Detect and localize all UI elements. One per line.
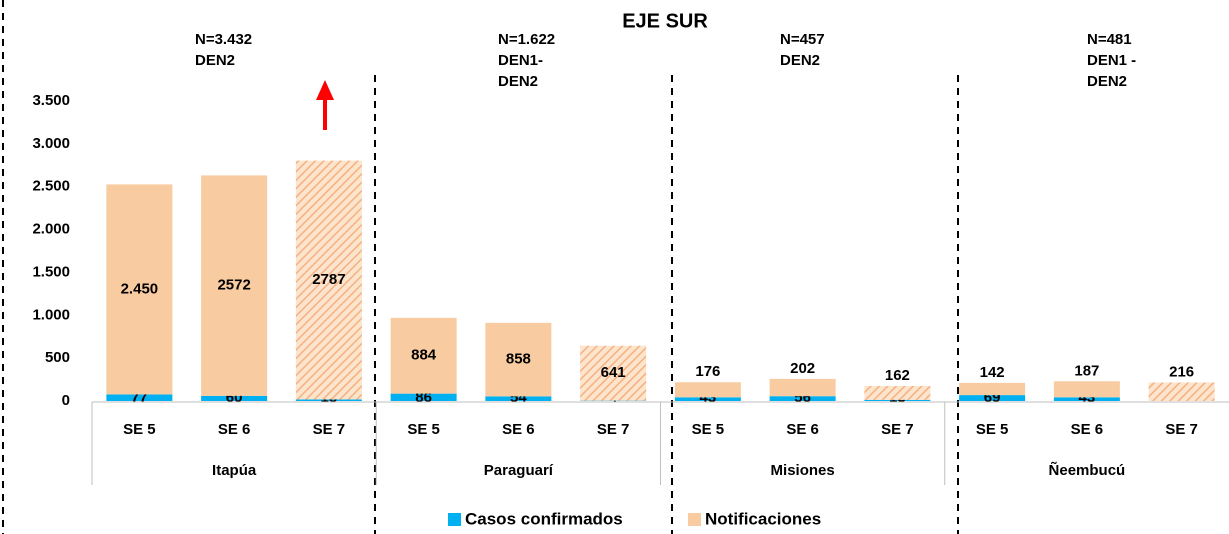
arrow bbox=[316, 80, 334, 130]
annotation: DEN2 bbox=[1087, 73, 1127, 90]
data-label: 187 bbox=[1074, 362, 1099, 379]
x-tick-label: SE 5 bbox=[123, 421, 156, 438]
y-tick-label: 2.000 bbox=[32, 221, 70, 238]
x-tick-label: SE 5 bbox=[692, 421, 725, 438]
bar-segment bbox=[1148, 382, 1215, 401]
bar-segment bbox=[485, 396, 552, 401]
x-tick-label: SE 7 bbox=[313, 421, 346, 438]
bar-segment bbox=[864, 399, 931, 401]
annotation: DEN1- bbox=[498, 52, 543, 69]
y-tick-label: 500 bbox=[45, 349, 70, 366]
legend-label: Casos confirmados bbox=[465, 509, 623, 528]
annotation: DEN1 - bbox=[1087, 52, 1136, 69]
bar-segment bbox=[674, 382, 741, 398]
x-tick-label: SE 6 bbox=[502, 421, 535, 438]
group-label: Paraguarí bbox=[484, 462, 554, 479]
data-label: 142 bbox=[980, 364, 1005, 381]
annotation: DEN2 bbox=[195, 52, 235, 69]
y-tick-label: 2.500 bbox=[32, 178, 70, 195]
annotation: N=481 bbox=[1087, 31, 1132, 48]
data-label: 162 bbox=[885, 367, 910, 384]
bar-segment bbox=[580, 345, 647, 401]
legend-swatch bbox=[448, 513, 461, 526]
data-label: 216 bbox=[1169, 363, 1194, 380]
bar-segment bbox=[674, 397, 741, 401]
bar-segment bbox=[390, 317, 457, 394]
data-label: 2572 bbox=[217, 277, 250, 294]
bar-segment bbox=[959, 395, 1026, 401]
annotation: DEN2 bbox=[498, 73, 538, 90]
data-label: 202 bbox=[790, 360, 815, 377]
bar-segment bbox=[864, 386, 931, 400]
x-tick-label: SE 5 bbox=[407, 421, 440, 438]
y-tick-label: 3.000 bbox=[32, 135, 70, 152]
bar-segment bbox=[959, 382, 1026, 396]
annotation: DEN2 bbox=[780, 52, 820, 69]
x-tick-label: SE 6 bbox=[218, 421, 251, 438]
group-label: Ñeembucú bbox=[1049, 461, 1126, 479]
data-label: 884 bbox=[411, 347, 437, 364]
data-label: 176 bbox=[695, 363, 720, 380]
group-label: Itapúa bbox=[212, 462, 257, 479]
legend-swatch bbox=[688, 513, 701, 526]
bar-segment bbox=[295, 160, 362, 400]
bar-segment bbox=[201, 175, 268, 396]
bar-segment bbox=[295, 399, 362, 401]
bar-segment bbox=[485, 322, 552, 397]
chart-title: EJE SUR bbox=[622, 10, 708, 32]
bar-segment bbox=[106, 184, 173, 395]
bar-segment bbox=[1053, 397, 1120, 401]
data-label: 858 bbox=[506, 351, 531, 368]
x-tick-label: SE 7 bbox=[1165, 421, 1198, 438]
bar-segment bbox=[769, 378, 836, 397]
bar-segment bbox=[1053, 381, 1120, 398]
x-tick-label: SE 6 bbox=[1071, 421, 1104, 438]
bar-segment bbox=[769, 396, 836, 401]
x-tick-label: SE 5 bbox=[976, 421, 1009, 438]
y-tick-label: 1.500 bbox=[32, 263, 70, 280]
annotation: N=457 bbox=[780, 31, 825, 48]
group-label: Misiones bbox=[771, 462, 835, 479]
data-label: 641 bbox=[601, 364, 626, 381]
x-tick-label: SE 7 bbox=[597, 421, 630, 438]
data-label: 2787 bbox=[312, 271, 345, 288]
y-tick-label: 0 bbox=[62, 392, 70, 409]
x-tick-label: SE 6 bbox=[786, 421, 819, 438]
bar-segment bbox=[201, 395, 268, 401]
y-tick-label: 1.000 bbox=[32, 306, 70, 323]
annotation: N=1.622 bbox=[498, 31, 555, 48]
bar-segment bbox=[106, 394, 173, 401]
bar-segment bbox=[390, 393, 457, 401]
data-label: 2.450 bbox=[121, 280, 159, 297]
legend-label: Notificaciones bbox=[705, 509, 821, 528]
y-tick-label: 3.500 bbox=[32, 92, 70, 109]
annotation: N=3.432 bbox=[195, 31, 252, 48]
x-tick-label: SE 7 bbox=[881, 421, 914, 438]
